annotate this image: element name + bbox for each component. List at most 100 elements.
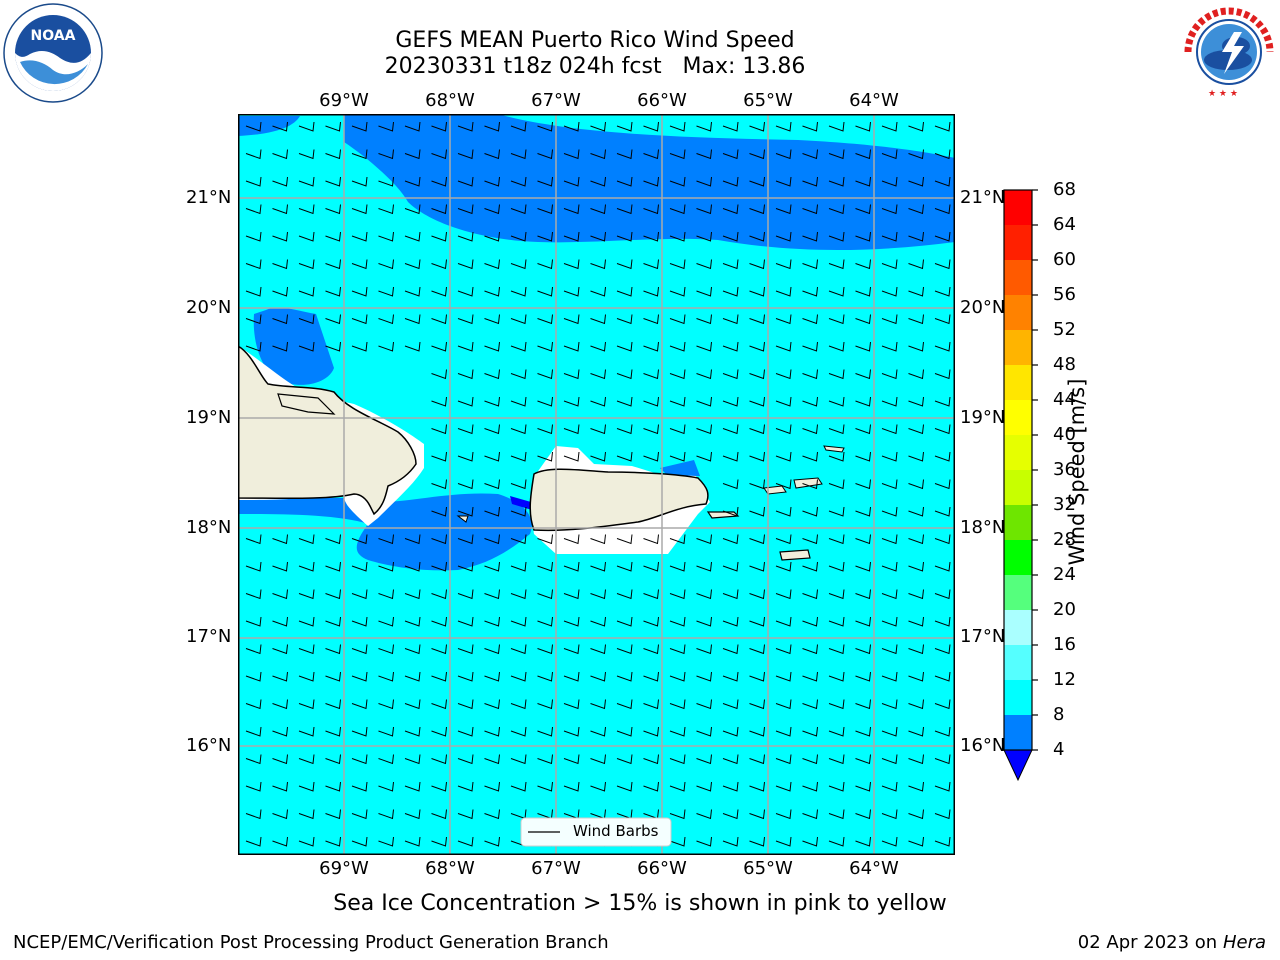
wind-barb <box>563 286 580 297</box>
wind-barb <box>908 369 924 380</box>
wind-barb <box>749 781 765 792</box>
wind-barb <box>325 781 341 792</box>
wind-barb <box>696 176 712 187</box>
wind-barb <box>722 534 739 545</box>
wind-barb <box>537 369 553 380</box>
lon-label-top: 68°W <box>425 90 475 111</box>
wind-barb <box>696 121 712 132</box>
colorbar-segment <box>1004 330 1032 365</box>
wind-barb <box>643 561 659 572</box>
wind-barb <box>563 781 580 792</box>
colorbar-tick-label: 28 <box>1053 529 1076 550</box>
wind-barb <box>881 699 898 710</box>
wind-barb <box>828 809 845 820</box>
wind-barb <box>378 644 394 655</box>
wind-barb <box>616 699 633 710</box>
wind-barb <box>908 121 924 132</box>
wind-barb <box>802 589 818 600</box>
wind-barb <box>590 149 606 160</box>
wind-barb <box>510 451 527 462</box>
wind-barb <box>775 369 792 380</box>
nws-logo: ★ ★ ★ <box>1181 4 1277 100</box>
wind-barb <box>590 754 606 765</box>
wind-barb <box>457 149 474 160</box>
wind-barb <box>537 644 553 655</box>
wind-barb <box>908 396 924 407</box>
wind-barb <box>722 644 739 655</box>
wind-barb <box>775 836 792 847</box>
wind-barb <box>669 424 686 435</box>
wind-barb <box>510 149 527 160</box>
wind-barb <box>351 644 368 655</box>
contour-band-north <box>344 114 955 250</box>
lat-label-right: 20°N <box>960 297 1006 318</box>
wind-barb <box>934 479 951 490</box>
wind-barb <box>669 204 686 215</box>
wind-barb <box>802 451 818 462</box>
wind-barb <box>802 534 818 545</box>
wind-barb <box>722 314 739 325</box>
colorbar-label: Wind Speed [m/s] <box>1065 378 1089 566</box>
wind-barb <box>457 699 474 710</box>
wind-barb <box>828 754 845 765</box>
wind-barb <box>934 149 951 160</box>
wind-barb <box>643 341 659 352</box>
wind-barb <box>590 341 606 352</box>
wind-barb <box>696 149 712 160</box>
lon-label-top: 69°W <box>319 90 369 111</box>
wind-barb <box>749 479 765 490</box>
wind-barb <box>643 121 659 132</box>
wind-barb <box>245 671 262 682</box>
wind-barb <box>722 589 739 600</box>
wind-barb <box>722 809 739 820</box>
wind-barb <box>855 286 871 297</box>
wind-barb <box>484 754 500 765</box>
wind-barb <box>669 176 686 187</box>
wind-barb <box>457 231 474 242</box>
wind-barb <box>431 836 447 847</box>
wind-barb <box>828 176 845 187</box>
wind-barb <box>537 781 553 792</box>
wind-barb <box>749 149 765 160</box>
wind-barb <box>245 699 262 710</box>
wind-barb <box>908 149 924 160</box>
wind-barb <box>616 369 633 380</box>
wind-barb <box>431 726 447 737</box>
wind-barb <box>431 561 447 572</box>
wind-barb <box>881 314 898 325</box>
wind-barb <box>245 561 262 572</box>
wind-barb <box>881 644 898 655</box>
wind-barb <box>908 616 924 627</box>
contour-band-northwest <box>253 307 334 385</box>
wind-barb <box>431 231 447 242</box>
wind-barb <box>749 671 765 682</box>
wind-barb <box>378 314 394 325</box>
wind-barb <box>696 809 712 820</box>
wind-barb <box>616 616 633 627</box>
wind-barb <box>696 341 712 352</box>
wind-barb <box>537 726 553 737</box>
wind-barb <box>404 616 421 627</box>
wind-barb <box>298 121 315 132</box>
wind-barb <box>934 286 951 297</box>
wind-barb <box>325 616 341 627</box>
wind-barb <box>749 534 765 545</box>
svg-text:★ ★ ★: ★ ★ ★ <box>1208 89 1238 99</box>
wind-barb <box>669 671 686 682</box>
wind-barb <box>457 644 474 655</box>
colorbar-segment <box>1004 190 1032 225</box>
colorbar-tick-label: 60 <box>1053 249 1076 270</box>
wind-barb <box>934 259 951 270</box>
colorbar-tick-label: 48 <box>1053 354 1076 375</box>
wind-barb <box>378 589 394 600</box>
lat-label-left: 21°N <box>186 187 232 208</box>
wind-barb <box>881 781 898 792</box>
wind-barb <box>298 699 315 710</box>
wind-barb <box>484 424 500 435</box>
wind-barb <box>484 561 500 572</box>
wind-barb <box>590 369 606 380</box>
wind-barb <box>457 754 474 765</box>
wind-barb <box>881 121 898 132</box>
wind-barb <box>722 616 739 627</box>
wind-barb <box>457 561 474 572</box>
